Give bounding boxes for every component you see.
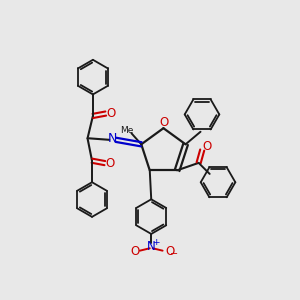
Text: O: O (105, 157, 115, 169)
Text: Me: Me (120, 126, 133, 135)
Text: N: N (107, 132, 117, 145)
Text: O: O (106, 107, 116, 120)
Text: O: O (202, 140, 211, 153)
Text: N: N (147, 240, 156, 253)
Text: O: O (166, 245, 175, 258)
Text: O: O (160, 116, 169, 129)
Text: −: − (170, 249, 178, 259)
Text: +: + (152, 238, 160, 247)
Text: O: O (130, 245, 139, 258)
